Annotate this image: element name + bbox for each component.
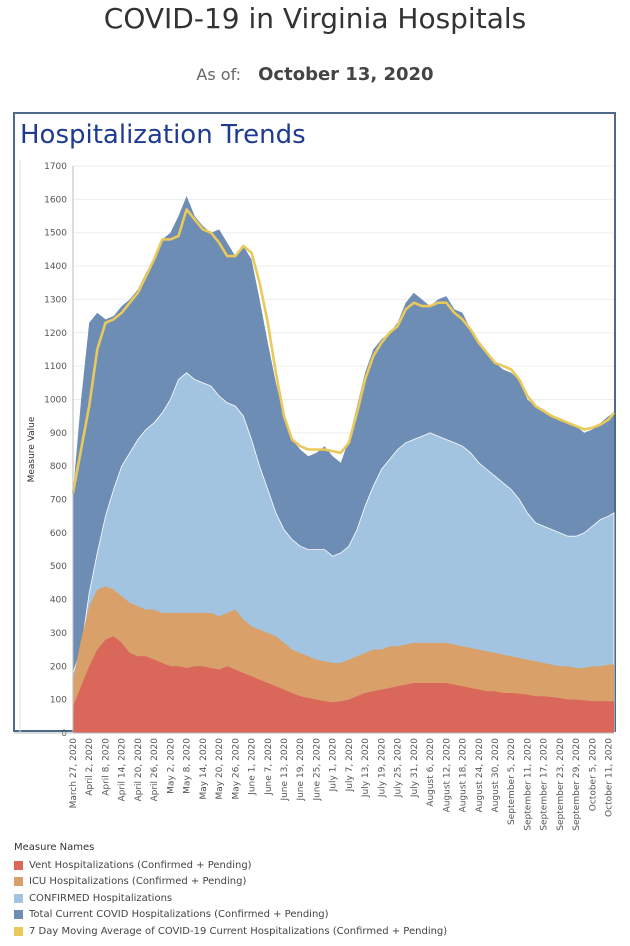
y-tick-label: 1100 xyxy=(44,362,67,372)
x-tick-label: April 26, 2020 xyxy=(150,738,160,802)
x-tick-label: August 6, 2020 xyxy=(426,738,436,807)
x-tick-label: May 20, 2020 xyxy=(215,738,225,800)
x-tick-label: April 20, 2020 xyxy=(134,738,144,802)
moving-average-line xyxy=(71,208,616,494)
x-tick-label: August 30, 2020 xyxy=(491,738,501,813)
legend-swatch xyxy=(14,860,23,870)
x-tick-label: July 19, 2020 xyxy=(377,738,387,798)
x-tick-label: September 23, 2020 xyxy=(556,738,566,831)
legend-item[interactable]: CONFIRMED Hospitalizations xyxy=(14,890,614,907)
legend-label: Total Current COVID Hospitalizations (Co… xyxy=(29,909,329,921)
legend-label: 7 Day Moving Average of COVID-19 Current… xyxy=(29,925,448,937)
x-tick-label: October 5, 2020 xyxy=(588,738,598,812)
legend-swatch xyxy=(14,910,23,920)
legend-label: ICU Hospitalizations (Confirmed + Pendin… xyxy=(29,876,247,888)
legend-label: Vent Hospitalizations (Confirmed + Pendi… xyxy=(29,859,252,871)
page-title: COVID-19 in Virginia Hospitals xyxy=(103,2,527,35)
x-tick-label: July 7, 2020 xyxy=(345,738,355,793)
legend-swatch xyxy=(14,926,23,936)
y-tick-label: 1700 xyxy=(44,162,67,172)
y-tick-label: 500 xyxy=(50,562,67,572)
x-tick-label: June 25, 2020 xyxy=(313,738,323,802)
x-tick-label: August 24, 2020 xyxy=(475,738,485,813)
y-tick-label: 1500 xyxy=(44,229,67,239)
x-tick-label: July 1, 2020 xyxy=(329,738,339,793)
legend-item[interactable]: Total Current COVID Hospitalizations (Co… xyxy=(14,907,614,924)
x-tick-label: April 8, 2020 xyxy=(102,738,112,796)
y-tick-label: 300 xyxy=(50,629,67,639)
x-tick-label: April 14, 2020 xyxy=(118,738,128,802)
legend-title: Measure Names xyxy=(14,842,95,853)
x-tick-label: March 27, 2020 xyxy=(69,738,79,809)
legend-item[interactable]: ICU Hospitalizations (Confirmed + Pendin… xyxy=(14,874,614,891)
x-tick-label: September 29, 2020 xyxy=(572,738,582,831)
x-tick-label: September 17, 2020 xyxy=(540,738,550,831)
as-of-row: As of: October 13, 2020 xyxy=(0,64,630,85)
y-tick-label: 400 xyxy=(50,596,67,606)
x-tick-label: October 11, 2020 xyxy=(605,738,615,817)
legend-item[interactable]: Vent Hospitalizations (Confirmed + Pendi… xyxy=(14,857,614,874)
x-tick-label: July 25, 2020 xyxy=(394,738,404,798)
legend-label: CONFIRMED Hospitalizations xyxy=(29,892,173,904)
y-tick-label: 1400 xyxy=(44,262,67,272)
y-axis-title: Measure Value xyxy=(27,416,37,482)
x-tick-label: July 13, 2020 xyxy=(361,738,371,798)
y-tick-label: 900 xyxy=(50,429,67,439)
x-tick-label: September 5, 2020 xyxy=(507,738,517,825)
series-area xyxy=(73,636,614,733)
as-of-date: October 13, 2020 xyxy=(258,64,434,85)
y-tick-label: 800 xyxy=(50,462,67,472)
x-tick-label: June 19, 2020 xyxy=(296,738,306,802)
y-tick-label: 100 xyxy=(50,696,67,706)
y-tick-label: 1300 xyxy=(44,295,67,305)
x-tick-label: June 13, 2020 xyxy=(280,738,290,802)
y-tick-label: 700 xyxy=(50,496,67,506)
x-tick-label: May 8, 2020 xyxy=(183,738,193,794)
x-tick-label: May 26, 2020 xyxy=(231,738,241,800)
legend-item[interactable]: 7 Day Moving Average of COVID-19 Current… xyxy=(14,923,614,940)
y-tick-label: 1600 xyxy=(44,195,67,205)
y-tick-label: 200 xyxy=(50,662,67,672)
chart-panel-title: Hospitalization Trends xyxy=(20,120,306,150)
as-of-label: As of: xyxy=(196,65,242,84)
y-tick-label: 0 xyxy=(61,729,67,739)
legend-swatch xyxy=(14,877,23,887)
legend: Measure Names Vent Hospitalizations (Con… xyxy=(14,842,614,940)
x-tick-label: June 1, 2020 xyxy=(248,738,258,796)
x-tick-label: September 11, 2020 xyxy=(523,738,533,831)
x-tick-label: August 12, 2020 xyxy=(442,738,452,813)
x-tick-label: May 2, 2020 xyxy=(166,738,176,794)
legend-swatch xyxy=(14,893,23,903)
y-tick-label: 600 xyxy=(50,529,67,539)
x-tick-label: May 14, 2020 xyxy=(199,738,209,800)
y-tick-label: 1000 xyxy=(44,395,67,405)
x-tick-label: June 7, 2020 xyxy=(264,738,274,796)
x-tick-label: August 18, 2020 xyxy=(459,738,469,813)
y-tick-label: 1200 xyxy=(44,329,67,339)
x-tick-label: July 31, 2020 xyxy=(410,738,420,798)
x-tick-label: April 2, 2020 xyxy=(85,738,95,796)
